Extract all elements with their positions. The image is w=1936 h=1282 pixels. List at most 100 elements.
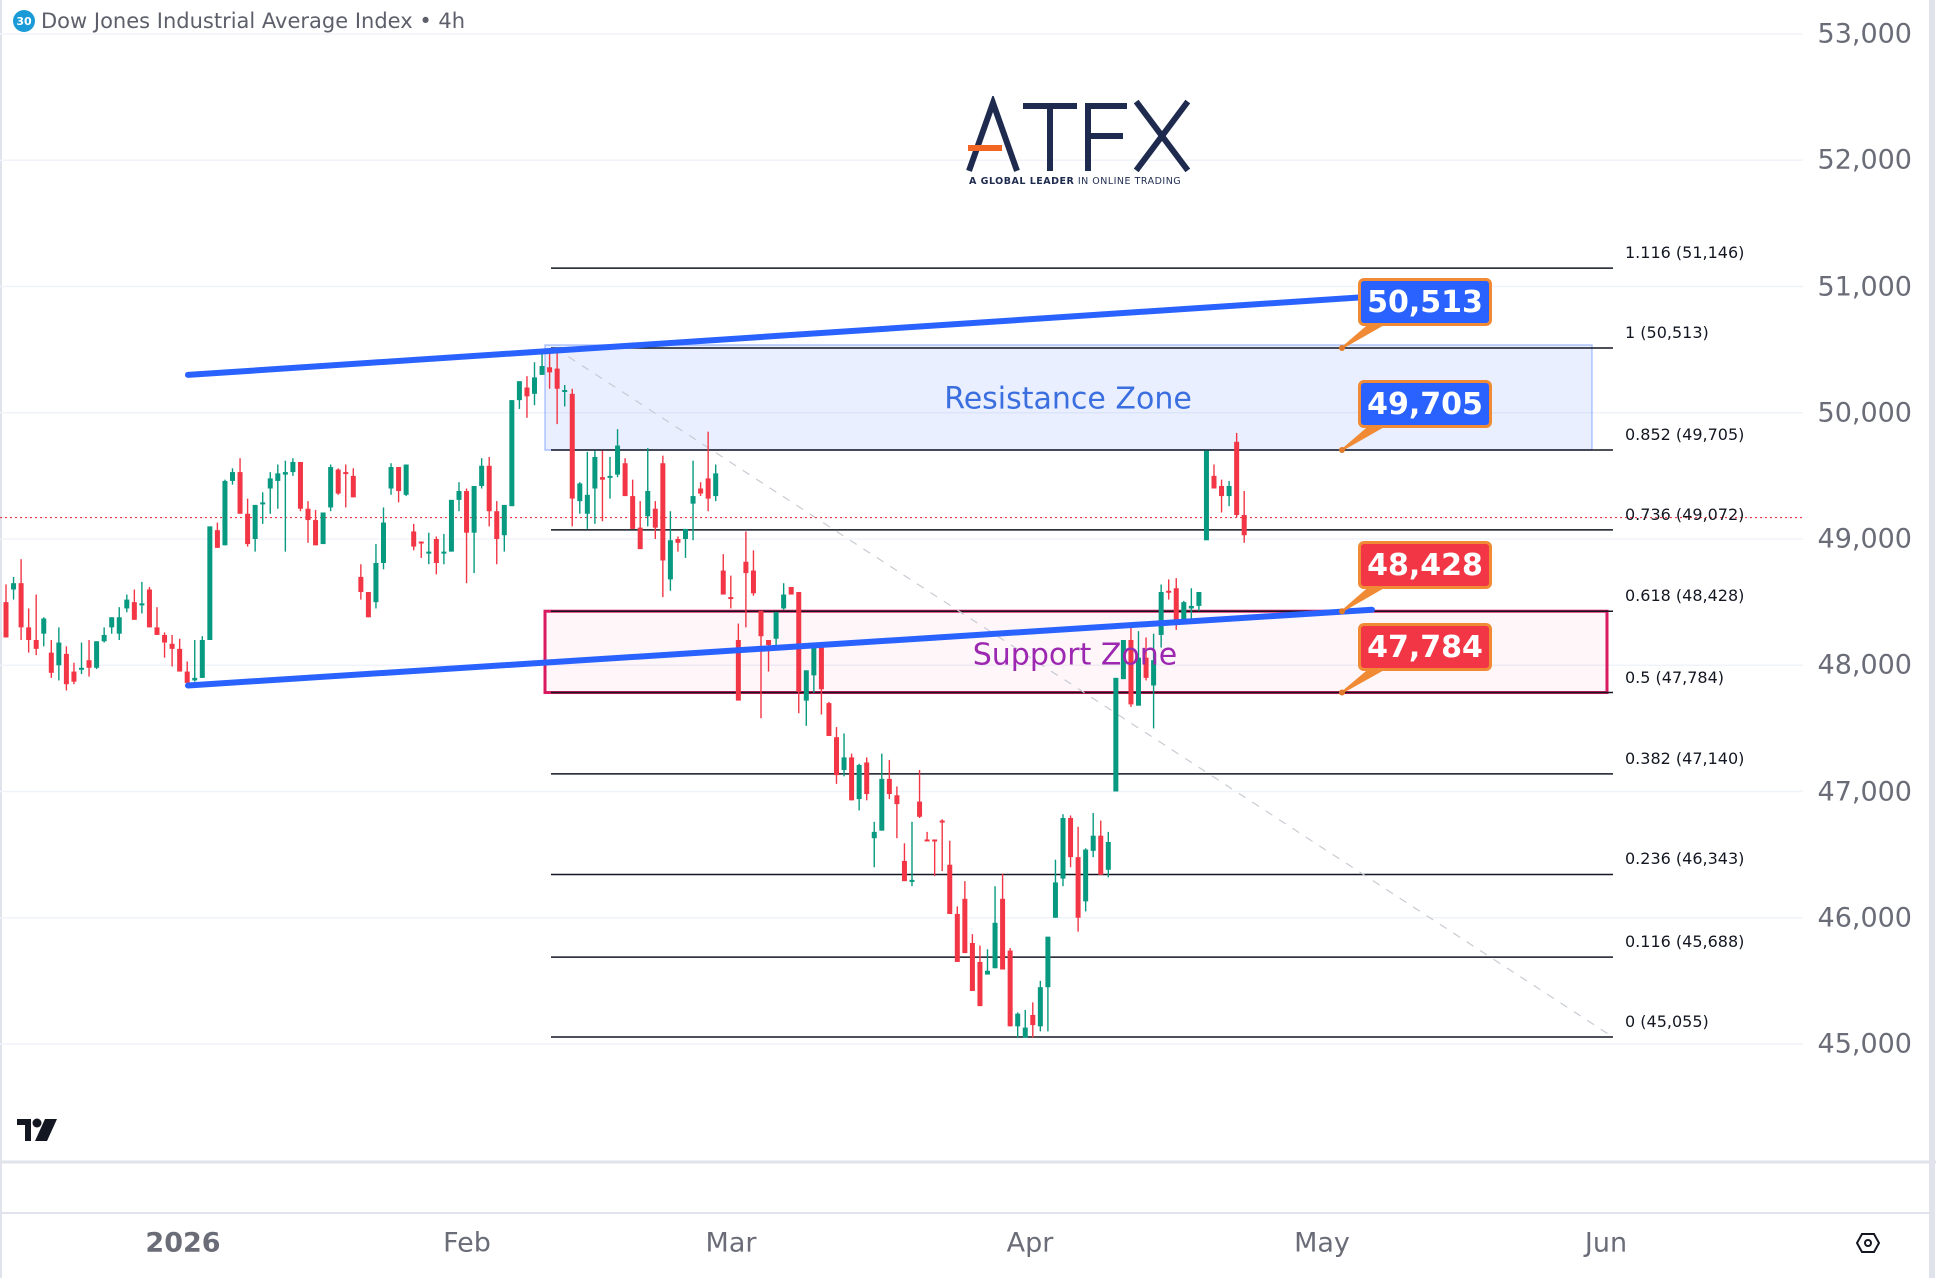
candle-body: [667, 540, 673, 580]
candle-body: [811, 643, 817, 676]
atfx-wordmark-icon: [966, 94, 1191, 173]
candle-body: [1166, 590, 1172, 593]
price-label: 52,000: [1817, 144, 1912, 176]
candle-body: [267, 478, 273, 489]
callout-anchor: [1339, 344, 1345, 351]
candle-body: [1136, 657, 1141, 706]
candle-body: [1151, 660, 1157, 686]
candle-body: [894, 795, 900, 805]
candle-body: [237, 472, 243, 514]
candle-body: [1203, 450, 1209, 541]
fib-level-label: 1.116 (51,146): [1625, 243, 1745, 263]
tagline-bold: A GLOBAL LEADER: [969, 176, 1075, 187]
candle-body: [645, 491, 651, 517]
tagline-rest: IN ONLINE TRADING: [1077, 176, 1182, 187]
settings-gear-icon[interactable]: [1855, 1232, 1881, 1258]
candle-body: [109, 617, 115, 628]
candle-body: [275, 473, 281, 481]
candle-body: [577, 483, 583, 502]
candle-body: [932, 839, 938, 842]
candle-body: [177, 648, 183, 672]
candle-body: [1211, 475, 1217, 489]
fib-level-label: 0.736 (49,072): [1625, 504, 1745, 524]
candle-body: [388, 467, 394, 489]
candle-body: [1128, 640, 1134, 705]
price-callout: 47,784: [1358, 623, 1492, 671]
candle-body: [501, 504, 507, 536]
candle-body: [101, 634, 107, 642]
candle-body: [917, 801, 923, 817]
candle-body: [864, 762, 870, 795]
symbol-title: Dow Jones Industrial Average Index • 4h: [41, 9, 465, 33]
candle-body: [33, 640, 39, 649]
candle-body: [698, 488, 704, 494]
candle-body: [818, 643, 824, 690]
candle-body: [343, 472, 349, 475]
candle-body: [1120, 640, 1126, 680]
candle-body: [834, 737, 839, 776]
tradingview-logo-icon[interactable]: [17, 1117, 57, 1147]
candle-body: [222, 480, 228, 546]
candle-body: [683, 528, 688, 539]
resistance-zone-label: Resistance Zone: [944, 381, 1192, 417]
candle-body: [569, 393, 575, 499]
price-label: 47,000: [1817, 776, 1912, 807]
candle-body: [11, 583, 17, 590]
candle-body: [403, 464, 409, 495]
price-callout: 50,513: [1358, 278, 1492, 326]
candle-body: [26, 627, 32, 640]
candle-body: [758, 610, 764, 637]
candle-body: [48, 652, 54, 673]
candle-body: [381, 522, 386, 563]
price-label: 51,000: [1817, 271, 1912, 302]
support-zone-label: Support Zone: [972, 637, 1178, 673]
candle-body: [260, 502, 266, 505]
candle-body: [1060, 818, 1066, 879]
fib-level-label: 0.618 (48,428): [1625, 586, 1745, 606]
symbol-name: Dow Jones Industrial Average Index: [41, 9, 413, 33]
candle-body: [735, 640, 741, 701]
candle-body: [479, 465, 485, 486]
fib-level-label: 1 (50,513): [1625, 322, 1709, 342]
time-label: Mar: [705, 1227, 757, 1259]
candle-body: [720, 570, 726, 595]
candle-body: [532, 377, 537, 394]
candle-body: [282, 472, 288, 475]
candle-body: [313, 520, 319, 546]
candle-body: [1105, 842, 1111, 870]
candle-body: [162, 634, 168, 643]
candle-body: [3, 602, 9, 638]
candle-body: [305, 508, 311, 521]
candle-body: [486, 465, 492, 512]
callout-anchor: [1339, 446, 1345, 453]
candle-body: [1075, 857, 1081, 918]
candle-body: [1173, 588, 1179, 622]
candle-body: [939, 820, 945, 823]
candle-body: [509, 400, 515, 507]
candle-body: [71, 671, 77, 682]
callout-anchor: [1339, 608, 1345, 615]
candle-body: [554, 368, 560, 389]
candle-body: [1090, 835, 1096, 851]
candle-body: [826, 703, 832, 736]
candle-body: [199, 640, 205, 678]
candle-body: [909, 879, 915, 882]
candle-body: [947, 864, 953, 914]
candle-body: [396, 467, 402, 492]
candle-body: [622, 463, 628, 497]
fib-level-label: 0 (45,055): [1625, 1012, 1709, 1032]
candle-body: [131, 602, 137, 620]
candle-body: [1000, 898, 1006, 970]
candle-body: [86, 660, 92, 668]
channel-line-upper: [185, 293, 1375, 378]
symbol-legend[interactable]: 30 Dow Jones Industrial Average Index • …: [13, 9, 465, 33]
candle-body: [184, 671, 190, 683]
candle-body: [63, 653, 69, 685]
candle-body: [1098, 835, 1104, 875]
candle-body: [856, 764, 862, 800]
candle-body: [1234, 441, 1240, 516]
candle-body: [290, 461, 296, 473]
candle-body: [335, 469, 341, 494]
